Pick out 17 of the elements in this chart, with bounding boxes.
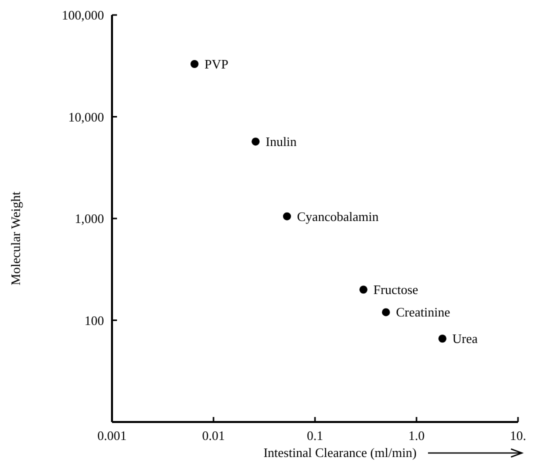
annotation: Urea [452, 331, 478, 346]
annotation: PVP [204, 56, 228, 72]
x-tick-label: 0.1 [306, 428, 324, 443]
annotation: Creatinine [396, 304, 450, 320]
x-tick-label: 0.001 [97, 428, 127, 443]
y-tick-label: 100 [84, 312, 104, 328]
y-tick-label: 1,000 [74, 211, 104, 226]
annotation: Inulin [266, 134, 298, 150]
y-axis-title: Molecular Weight [8, 191, 23, 286]
annotation: Cyancobalamin [297, 208, 380, 224]
y-tick-label: 10,000 [68, 109, 104, 124]
x-axis-title: Intestinal Clearance (ml/min) [263, 445, 417, 460]
x-tick-label: 1.0 [408, 428, 425, 443]
x-tick-label: 10. [510, 428, 526, 443]
annotation: Fructose [373, 282, 418, 298]
x-tick-label: 0.01 [202, 428, 225, 443]
y-tick-label: 100,000 [62, 8, 104, 23]
